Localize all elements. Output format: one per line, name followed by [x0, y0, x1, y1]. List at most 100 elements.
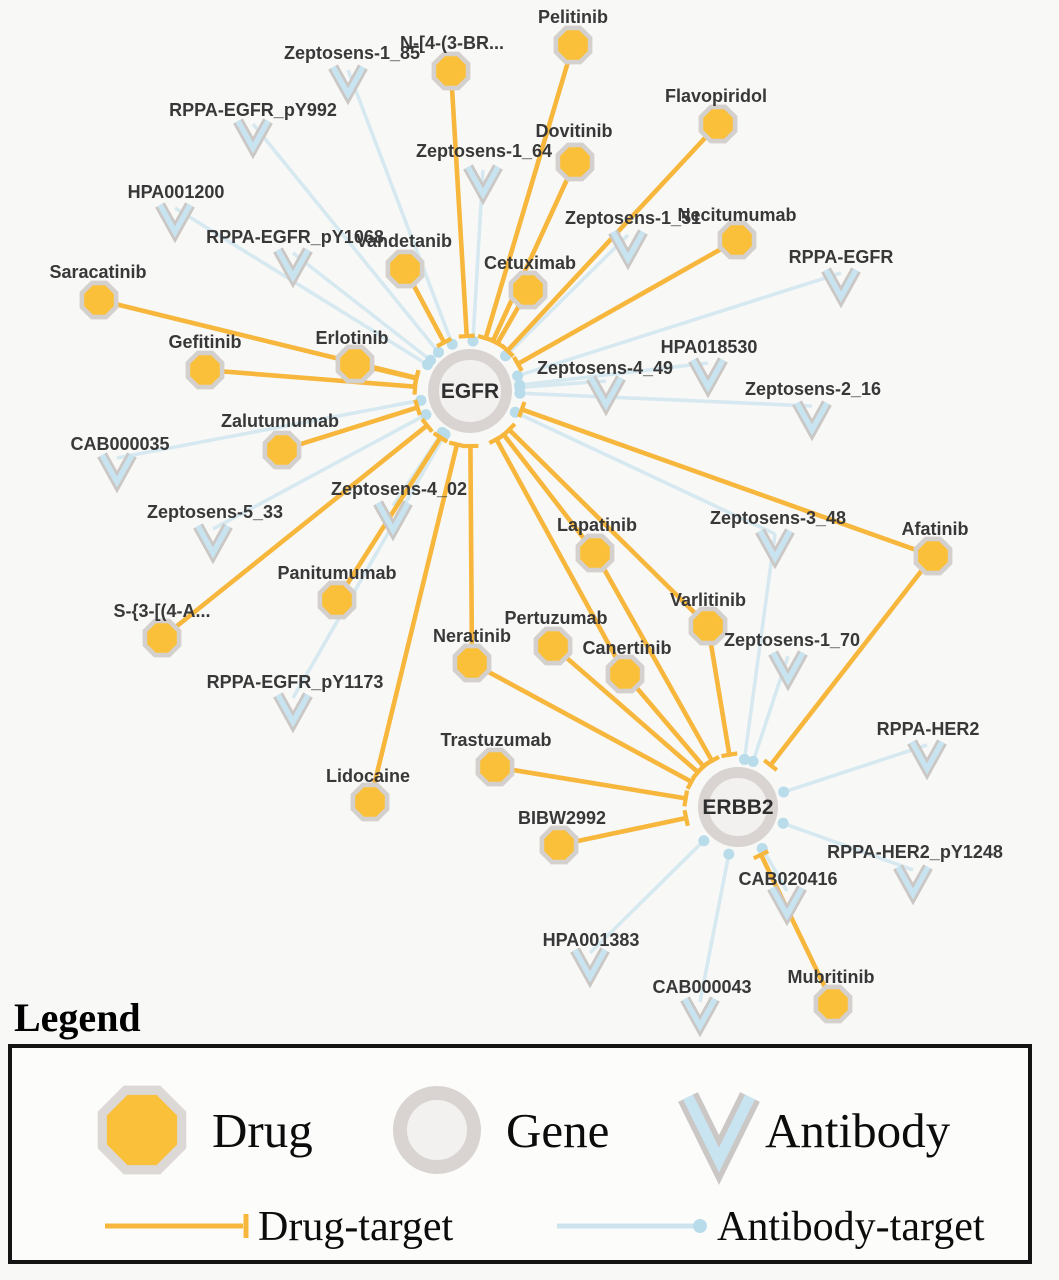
drug-target-edge[interactable] — [298, 405, 419, 447]
drug-target-edge[interactable] — [768, 568, 924, 767]
drug-target-edge[interactable] — [490, 177, 570, 342]
drug-node[interactable] — [575, 533, 615, 573]
antibody-node[interactable] — [328, 64, 368, 106]
drug-node[interactable] — [698, 104, 738, 144]
drug-node[interactable] — [533, 626, 573, 666]
gene-node[interactable]: ERBB2 — [698, 767, 778, 847]
drug-target-edge[interactable] — [371, 365, 417, 381]
drug-node[interactable] — [913, 536, 953, 576]
drug-node[interactable] — [142, 618, 182, 658]
drug-target-edge[interactable] — [516, 246, 723, 366]
antibody-node[interactable] — [767, 885, 807, 927]
drug-node[interactable] — [688, 606, 728, 646]
antibody-label: CAB000043 — [652, 977, 751, 997]
antibody-node[interactable] — [768, 650, 808, 692]
drug-target-edge[interactable] — [222, 369, 416, 389]
drug-target-edge-tee — [436, 336, 453, 349]
antibody-node[interactable] — [893, 864, 933, 906]
antibody-target-edge[interactable] — [291, 433, 447, 699]
antibody-node[interactable] — [373, 500, 413, 542]
antibody-target-edge[interactable] — [212, 413, 427, 531]
antibody-target-edge[interactable] — [504, 233, 630, 358]
drug-target-edge[interactable] — [372, 443, 460, 786]
antibody-node[interactable] — [680, 996, 720, 1038]
drug-target-edge[interactable] — [601, 567, 715, 762]
antibody-target-edge[interactable] — [514, 410, 776, 536]
drug-target-edge[interactable] — [494, 438, 619, 660]
antibody-node[interactable] — [821, 267, 861, 309]
drug-node[interactable] — [539, 825, 579, 865]
drug-target-edge[interactable] — [507, 428, 697, 615]
antibody-target-edge[interactable] — [742, 533, 777, 760]
antibody-node[interactable] — [233, 118, 273, 160]
drug-node[interactable] — [452, 643, 492, 683]
antibody-node[interactable] — [463, 164, 503, 206]
drug-target-edge[interactable] — [758, 853, 828, 989]
drug-target-edge[interactable] — [634, 686, 706, 769]
drug-target-edge[interactable] — [565, 656, 700, 774]
antibody-target-edge[interactable] — [174, 206, 429, 367]
drug-label: Dovitinib — [536, 121, 613, 141]
antibody-node[interactable] — [97, 452, 137, 494]
antibody-node[interactable] — [570, 947, 610, 989]
drug-octagon-icon — [390, 254, 420, 284]
antibody-node[interactable] — [907, 739, 947, 781]
antibody-target-edge[interactable] — [519, 361, 709, 387]
drug-node[interactable] — [317, 580, 357, 620]
antibody-target-edge[interactable] — [588, 839, 706, 955]
drug-node[interactable] — [185, 350, 225, 390]
antibody-target-edge[interactable] — [116, 398, 422, 460]
antibody-node[interactable] — [608, 229, 648, 271]
drug-node[interactable] — [385, 249, 425, 289]
drug-node[interactable] — [79, 280, 119, 320]
antibody-target-edge[interactable] — [291, 251, 432, 362]
antibody-target-edge[interactable] — [783, 743, 928, 794]
drug-target-edge[interactable] — [501, 433, 586, 541]
drug-target-edge[interactable] — [449, 88, 470, 337]
antibody-target-edge[interactable] — [760, 847, 789, 892]
antibody-node[interactable] — [792, 400, 832, 442]
antibody-node[interactable] — [755, 528, 795, 570]
antibody-node[interactable] — [155, 202, 195, 244]
antibody-target-edge[interactable] — [782, 821, 914, 872]
drug-target-edge[interactable] — [521, 407, 917, 553]
drug-node[interactable] — [350, 782, 390, 822]
drug-label: Pelitinib — [538, 7, 608, 27]
antibody-target-edge[interactable] — [698, 853, 731, 1003]
antibody-target-edge[interactable] — [519, 391, 813, 408]
antibody-node[interactable] — [273, 692, 313, 734]
drug-target-edge[interactable] — [344, 436, 443, 587]
drug-node[interactable] — [262, 430, 302, 470]
drug-octagon-icon — [693, 611, 723, 641]
drug-node[interactable] — [475, 747, 515, 787]
drug-target-edge[interactable] — [576, 815, 687, 844]
drug-target-edge[interactable] — [495, 304, 522, 345]
drug-node[interactable] — [335, 344, 375, 384]
drug-target-edge[interactable] — [512, 767, 687, 801]
drug-target-edge[interactable] — [483, 61, 571, 339]
drug-node[interactable] — [813, 984, 853, 1024]
drug-node[interactable] — [605, 654, 645, 694]
drug-target-edge[interactable] — [411, 283, 447, 344]
antibody-node[interactable] — [273, 247, 313, 289]
drug-target-edge[interactable] — [505, 135, 708, 353]
drug-target-edge[interactable] — [486, 669, 693, 784]
drug-target-edge[interactable] — [174, 423, 429, 629]
drug-node[interactable] — [508, 270, 548, 310]
antibody-target-edge[interactable] — [346, 69, 454, 345]
antibody-node[interactable] — [586, 375, 626, 417]
drug-node[interactable] — [553, 25, 593, 65]
antibody-node[interactable] — [688, 357, 728, 399]
drug-node[interactable] — [717, 220, 757, 260]
drug-node[interactable] — [431, 51, 471, 91]
drug-octagon-icon — [84, 285, 114, 315]
gene-node[interactable]: EGFR — [428, 349, 512, 433]
antibody-target-edge[interactable] — [517, 271, 842, 378]
drug-target-edge[interactable] — [468, 445, 475, 646]
drug-target-edge[interactable] — [708, 643, 732, 756]
antibody-node[interactable] — [193, 523, 233, 565]
drug-node[interactable] — [555, 142, 595, 182]
drug-label: Neratinib — [433, 626, 511, 646]
antibody-target-edge[interactable] — [251, 122, 440, 354]
